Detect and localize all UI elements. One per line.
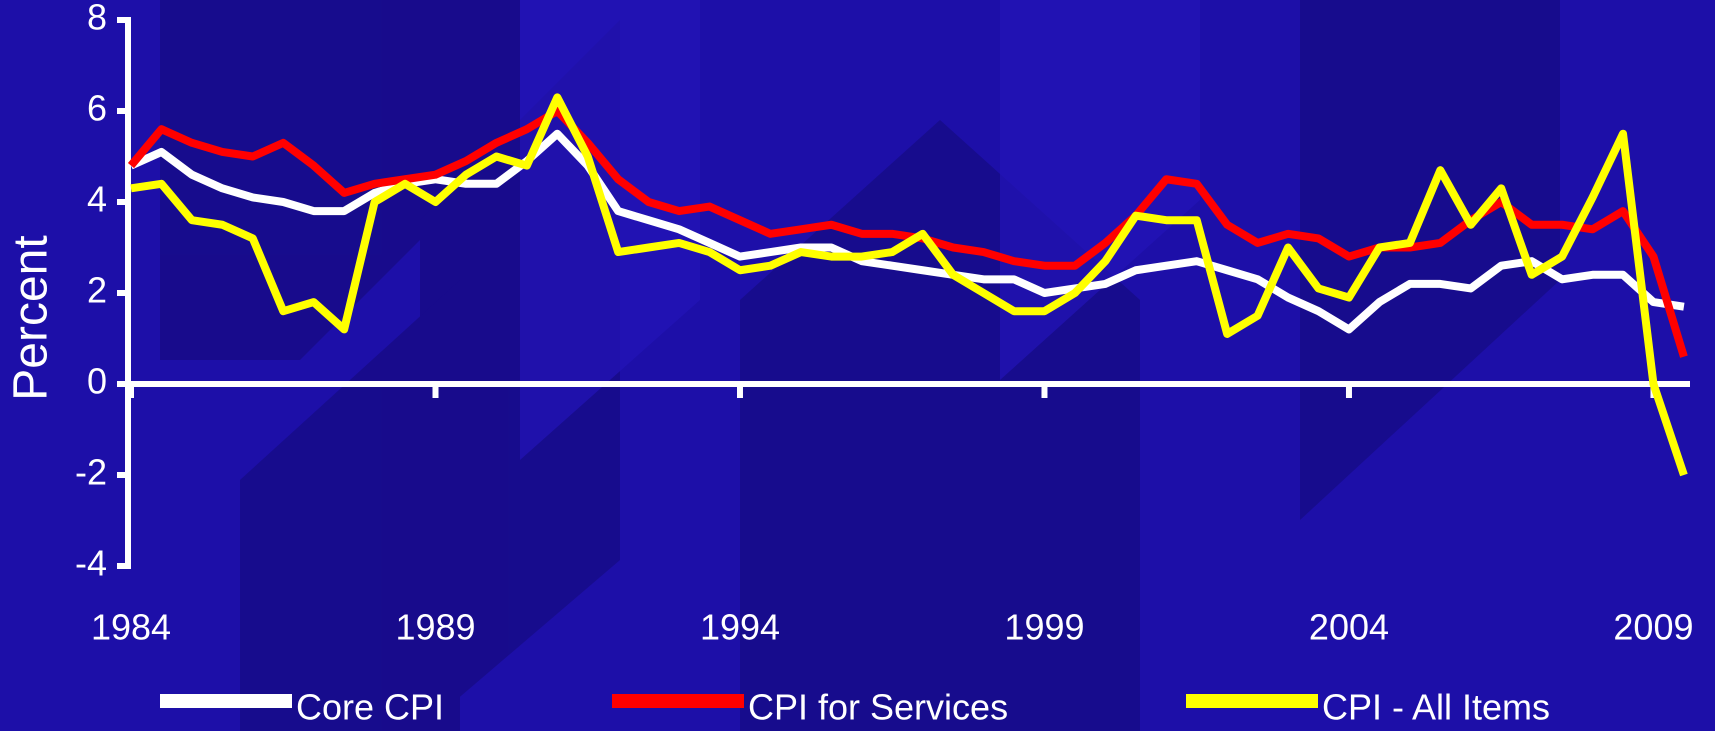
y-tick-label: -2	[75, 452, 107, 493]
y-tick-label: 0	[87, 361, 107, 402]
series-line	[127, 107, 1688, 358]
y-tick-label: -4	[75, 543, 107, 584]
y-tick-label: 4	[87, 179, 107, 220]
legend-label: CPI for Services	[748, 687, 1008, 728]
y-tick-label: 2	[87, 270, 107, 311]
x-tick-label: 1999	[1004, 607, 1084, 648]
y-axis-label: Percent	[5, 235, 58, 400]
legend-swatch	[1186, 694, 1318, 708]
y-tick-label: 8	[87, 0, 107, 38]
x-tick-label: 1989	[395, 607, 475, 648]
x-tick-label: 2004	[1309, 607, 1389, 648]
y-tick-label: 6	[87, 88, 107, 129]
x-tick-label: 1994	[700, 607, 780, 648]
legend-label: CPI - All Items	[1322, 687, 1550, 728]
x-tick-label: 2009	[1613, 607, 1693, 648]
legend-label: Core CPI	[296, 687, 444, 728]
series-line	[130, 93, 1688, 477]
legend-swatch	[612, 694, 744, 708]
legend-swatch	[160, 694, 292, 708]
x-tick-label: 1984	[91, 607, 171, 648]
